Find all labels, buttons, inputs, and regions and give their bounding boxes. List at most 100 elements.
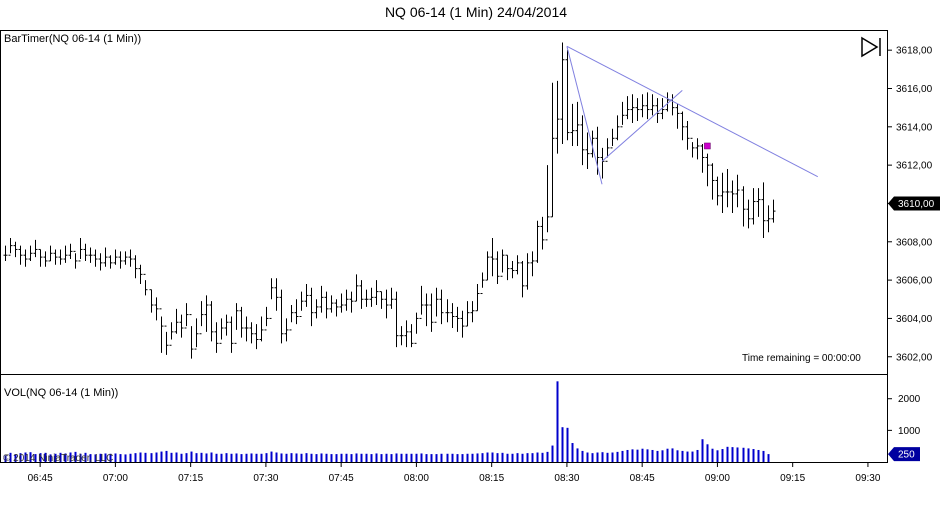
ohlc-bar — [364, 289, 369, 307]
ohlc-bar — [439, 289, 444, 325]
ohlc-bar — [399, 326, 404, 346]
last-price-callout — [888, 196, 940, 211]
ohlc-bar — [199, 301, 204, 335]
ohlc-bar — [555, 80, 560, 154]
ohlc-bar — [515, 255, 520, 275]
last-volume-label: 250 — [898, 450, 915, 461]
ohlc-bar — [78, 237, 83, 262]
ohlc-bar — [580, 115, 585, 166]
ohlc-bar — [344, 289, 349, 311]
volume-tick-label: 2000 — [898, 394, 921, 405]
ohlc-bar — [369, 287, 374, 307]
ohlc-bar — [470, 301, 475, 323]
ohlc-bar — [761, 182, 766, 238]
ohlc-bar — [419, 285, 424, 319]
trendline[interactable] — [566, 46, 603, 185]
ohlc-bar — [620, 101, 625, 128]
ohlc-bar — [495, 251, 500, 284]
ohlc-bar — [465, 301, 470, 327]
price-labels: 3610,00 250 — [888, 196, 940, 462]
ohlc-bar — [394, 291, 399, 348]
time-tick-label: 06:45 — [28, 473, 53, 484]
ohlc-bar — [209, 301, 214, 342]
ohlc-bar — [259, 316, 264, 342]
time-tick-label: 08:00 — [404, 473, 429, 484]
ohlc-bar — [324, 291, 329, 319]
ohlc-bar — [630, 94, 635, 123]
ohlc-bar — [319, 285, 324, 313]
ohlc-bar — [615, 115, 620, 141]
ohlc-bar — [179, 314, 184, 338]
marker-square[interactable] — [704, 142, 711, 150]
ohlc-bar — [159, 308, 164, 353]
ohlc-bar — [194, 318, 199, 350]
ohlc-bar — [570, 103, 575, 146]
ohlc-bar — [133, 255, 138, 279]
ohlc-bar — [219, 318, 224, 344]
ohlc-bar — [28, 245, 33, 261]
ohlc-bar — [23, 249, 28, 267]
price-tick-label: 3618,00 — [896, 46, 933, 57]
ohlc-bar — [214, 322, 219, 353]
time-tick-label: 09:15 — [780, 473, 805, 484]
ohlc-bar — [309, 287, 314, 327]
skip-end-icon[interactable] — [860, 36, 884, 58]
ohlc-bar — [284, 318, 289, 342]
time-tick-label: 08:30 — [554, 473, 579, 484]
ohlc-bar — [83, 243, 88, 261]
ohlc-bar — [249, 322, 254, 344]
time-tick-label: 09:30 — [855, 473, 880, 484]
ohlc-bar — [8, 237, 13, 256]
ohlc-bar — [184, 303, 189, 329]
ohlc-bar — [239, 306, 244, 338]
ohlc-bar — [229, 316, 234, 353]
ohlc-bar — [605, 138, 610, 162]
ohlc-bar — [475, 283, 480, 312]
ohlc-bar — [505, 254, 510, 281]
trendline[interactable] — [566, 45, 818, 178]
ohlc-bar — [741, 186, 746, 227]
ohlc-bar — [500, 249, 505, 277]
ohlc-bar — [445, 299, 450, 323]
ohlc-bar — [540, 216, 545, 250]
ohlc-bar — [379, 291, 384, 309]
ohlc-bar — [189, 314, 194, 359]
ohlc-bar — [274, 278, 279, 311]
ohlc-bar — [640, 94, 645, 118]
trendline[interactable] — [601, 90, 683, 162]
ohlc-bar — [38, 248, 43, 267]
ohlc-bar — [174, 308, 179, 334]
ohlc-bar — [58, 249, 63, 265]
ohlc-bar — [53, 249, 58, 265]
ohlc-bars — [3, 42, 776, 359]
ohlc-bar — [685, 121, 690, 150]
ohlc-bar — [771, 199, 776, 223]
ohlc-bar — [409, 324, 414, 348]
ohlc-bar — [113, 249, 118, 265]
ohlc-bar — [535, 220, 540, 263]
ohlc-bar — [429, 293, 434, 332]
time-remaining-label: Time remaining = 00:00:00 — [742, 353, 861, 364]
time-tick-label: 07:45 — [329, 473, 354, 484]
price-tick-label: 3606,00 — [896, 276, 933, 287]
price-tick-label: 3614,00 — [896, 122, 933, 133]
ohlc-bar — [650, 94, 655, 116]
volume-indicator-label: VOL(NQ 06-14 (1 Min)) — [4, 387, 119, 399]
ohlc-bar — [690, 137, 695, 158]
price-tick-label: 3604,00 — [896, 314, 933, 325]
ohlc-bar — [13, 241, 18, 258]
ohlc-bar — [128, 249, 133, 267]
ohlc-bar — [720, 172, 725, 214]
ohlc-bar — [329, 295, 334, 313]
ohlc-bar — [645, 92, 650, 120]
trendlines[interactable] — [566, 45, 818, 185]
ohlc-bar — [43, 251, 48, 267]
ohlc-bar — [695, 138, 700, 160]
ohlc-bar — [675, 103, 680, 129]
ohlc-bar — [756, 188, 761, 217]
ohlc-bar — [149, 289, 154, 313]
ohlc-bar — [725, 168, 730, 208]
ohlc-bar — [480, 272, 485, 295]
ohlc-bar — [154, 297, 159, 321]
